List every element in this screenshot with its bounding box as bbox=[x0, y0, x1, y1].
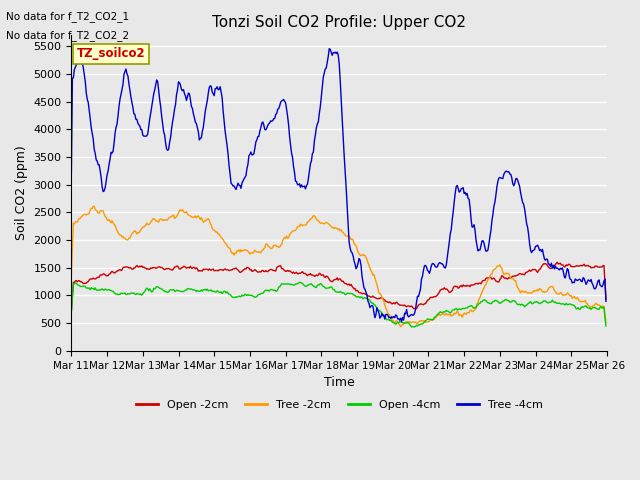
Text: TZ_soilco2: TZ_soilco2 bbox=[77, 48, 145, 60]
Text: No data for f_T2_CO2_1: No data for f_T2_CO2_1 bbox=[6, 11, 129, 22]
Text: No data for f_T2_CO2_2: No data for f_T2_CO2_2 bbox=[6, 30, 129, 41]
Title: Tonzi Soil CO2 Profile: Upper CO2: Tonzi Soil CO2 Profile: Upper CO2 bbox=[212, 15, 466, 30]
X-axis label: Time: Time bbox=[324, 376, 355, 389]
Y-axis label: Soil CO2 (ppm): Soil CO2 (ppm) bbox=[15, 146, 28, 240]
Legend: Open -2cm, Tree -2cm, Open -4cm, Tree -4cm: Open -2cm, Tree -2cm, Open -4cm, Tree -4… bbox=[131, 396, 547, 415]
